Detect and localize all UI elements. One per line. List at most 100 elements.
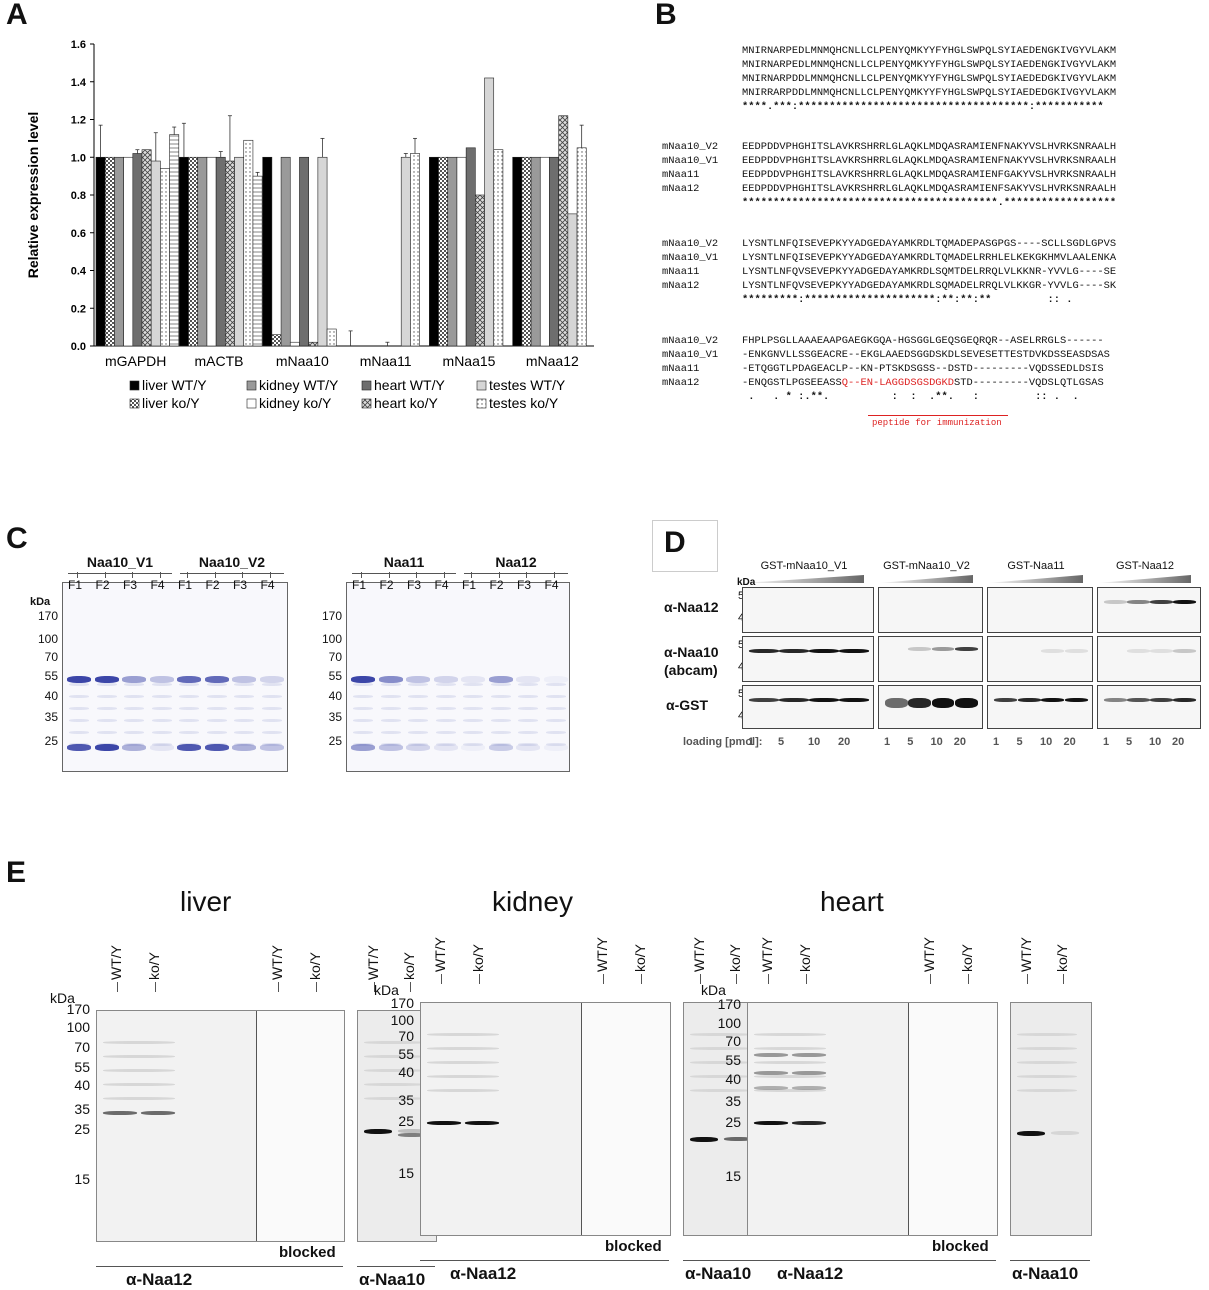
bar xyxy=(123,156,134,347)
mw-marker: 35 xyxy=(328,710,342,724)
protein-smear xyxy=(380,695,401,698)
blot-smear xyxy=(427,1089,499,1092)
mw-marker: 40 xyxy=(725,1071,741,1087)
protein-smear xyxy=(96,743,117,746)
blot-naa12 xyxy=(747,1002,998,1236)
blot-band xyxy=(792,1086,826,1090)
blot-smear xyxy=(427,1047,499,1050)
antibody-underline xyxy=(1010,1260,1090,1261)
blot-smear xyxy=(690,1047,750,1050)
antibody-label-line: (abcam) xyxy=(664,662,718,678)
lane-tick xyxy=(155,982,156,992)
bar xyxy=(150,160,161,347)
alignment-seq-name: mNaa12 xyxy=(662,377,700,389)
loading-gradient xyxy=(742,575,864,583)
antibody-label: α-GST xyxy=(666,697,709,713)
protein-smear xyxy=(435,707,456,710)
protein-smear xyxy=(353,719,373,722)
lane-tick xyxy=(214,572,216,578)
peptide-underline xyxy=(868,415,1008,416)
lane-label: WT/Y xyxy=(759,937,775,972)
lane-label: ko/Y xyxy=(401,951,417,980)
lane-label: F2 xyxy=(205,578,220,592)
lane-tick xyxy=(316,982,317,992)
protein-smear xyxy=(380,683,401,686)
protein-smear xyxy=(96,683,117,686)
bar xyxy=(243,139,254,347)
protein-band xyxy=(543,676,568,683)
lane-label: WT/Y xyxy=(594,937,610,972)
blot-smear xyxy=(103,1041,175,1044)
blot-smear xyxy=(103,1055,175,1058)
alignment-sequence: LYSNTLNFQISEVEPKYYADGEDAYAMKRDLTQMADELRR… xyxy=(742,252,1117,264)
lane-tick xyxy=(388,572,390,578)
lane-tick xyxy=(526,572,527,578)
protein-smear xyxy=(234,743,254,746)
protein-smear xyxy=(435,683,456,686)
protein-smear xyxy=(69,683,89,686)
blot-strip xyxy=(1097,636,1201,682)
peptide-label: peptide for immunization xyxy=(872,418,1002,428)
lane-label: ko/Y xyxy=(959,943,975,972)
protein-smear xyxy=(151,707,172,710)
blot-band xyxy=(792,1053,826,1057)
alignment-sequence: LYSNTLNFQVSEVEPKYYADGEDAYAMKRDLSQMTDELRR… xyxy=(742,266,1117,278)
protein-smear xyxy=(353,707,373,710)
mw-marker: 25 xyxy=(74,1121,90,1137)
antibody-label-naa12: α-Naa12 xyxy=(450,1264,517,1283)
alignment-sequence: EEDPDDVPHGHITSLAVKRSHRRLGLAQKLMDQASRAMIE… xyxy=(742,155,1117,167)
blot-smear xyxy=(364,1041,424,1044)
bar xyxy=(215,156,226,347)
blot-band xyxy=(465,1121,499,1125)
blot-band xyxy=(809,649,839,653)
lane-label: WT/Y xyxy=(921,937,937,972)
loading-gradient xyxy=(987,575,1083,583)
protein-band xyxy=(461,676,485,683)
alignment-consensus: ****.***:*******************************… xyxy=(742,101,1104,113)
bar xyxy=(160,168,170,347)
protein-smear xyxy=(380,743,401,746)
lane-tick xyxy=(132,572,133,578)
lane-label: WT/Y xyxy=(432,937,448,972)
blot-strip xyxy=(878,685,983,729)
alignment-sequence: EEDPDDVPHGHITSLAVKRSHRRLGLAQKLMDQASRAMIE… xyxy=(742,169,1117,181)
bar xyxy=(539,156,550,347)
bar xyxy=(400,156,411,347)
alignment-sequence: -ENKGNVLLSSGEACRE--EKGLAAEDSGGDSKDLSEVES… xyxy=(742,349,1110,361)
alignment-sequence: MNIRRARPDDLMNMQHCNLLCLPENYQMKYYFYHGLSWPQ… xyxy=(742,87,1117,99)
antibody-underline xyxy=(357,1266,435,1267)
blot-smear xyxy=(754,1075,826,1078)
blot-band xyxy=(1017,698,1041,702)
bar xyxy=(567,213,578,347)
protein-smear xyxy=(206,731,227,734)
blot-band xyxy=(364,1129,392,1134)
protein-smear xyxy=(96,707,117,710)
mw-marker: 70 xyxy=(328,650,342,664)
y-tick-label: 1.2 xyxy=(71,115,86,127)
protein-smear xyxy=(380,731,401,734)
protein-band xyxy=(488,744,513,751)
coomassie-gels: Naa10_V1 Naa10_V2 F1 F2 F3 F4 F1 F2 F3 F4 kDa 170 10… xyxy=(0,540,600,780)
western-blot-recombinant: GST-mNaa10_V1 GST-mNaa10_V2 GST-Naa11 GST-N… xyxy=(650,555,1209,755)
protein-band xyxy=(232,676,256,683)
bar xyxy=(308,341,319,347)
alignment-sequence: FHPLPSGLLAAAEAAPGAEGKGQA-HGSGGLGEQSGEQRQ… xyxy=(742,335,1104,347)
lane-label: WT/Y xyxy=(1018,937,1034,972)
protein-band xyxy=(351,676,375,683)
protein-smear xyxy=(234,719,254,722)
bar xyxy=(206,156,217,347)
blot-smear xyxy=(364,1083,424,1086)
blot-band xyxy=(908,647,931,651)
protein-smear xyxy=(261,683,282,686)
bar xyxy=(558,115,569,347)
protein-smear xyxy=(69,743,89,746)
protein-band xyxy=(488,676,513,683)
category-label: mNaa12 xyxy=(526,353,579,369)
kda-label: kDa xyxy=(737,577,756,588)
blot-smear xyxy=(1017,1075,1077,1078)
protein-band xyxy=(543,744,568,751)
y-tick-label: 1.6 xyxy=(71,39,86,51)
lane-tick xyxy=(479,974,480,984)
group-underline xyxy=(352,573,456,574)
blot-strip xyxy=(987,685,1093,729)
